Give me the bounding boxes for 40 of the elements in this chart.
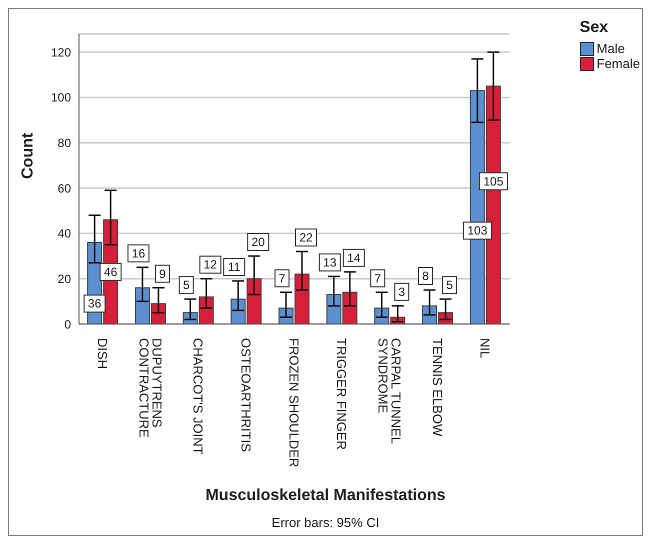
data-label: 103 xyxy=(467,224,488,238)
data-label: 16 xyxy=(132,246,146,260)
x-tick-label: TRIGGER FINGER xyxy=(334,338,350,450)
y-tick-label: 40 xyxy=(58,226,72,241)
x-tick-label: NIL xyxy=(478,338,493,358)
data-label: 105 xyxy=(483,174,504,188)
data-label: 20 xyxy=(251,235,266,250)
data-label: 3 xyxy=(398,284,406,299)
data-label: 5 xyxy=(446,278,454,292)
y-tick-label: 120 xyxy=(50,45,72,60)
legend-title: Sex xyxy=(580,19,610,37)
data-label: 9 xyxy=(159,266,166,281)
x-tick-label: TENNIS ELBOW xyxy=(430,338,445,437)
text: Error bars: 95% CI xyxy=(270,515,380,530)
data-label: 7 xyxy=(278,271,286,286)
y-tick-label: 100 xyxy=(50,90,72,105)
x-tick-label: DUPUYTRENS CONTRACTURE xyxy=(136,338,164,438)
y-tick-label: 60 xyxy=(58,181,72,196)
data-label: 22 xyxy=(299,230,314,244)
data-label: 46 xyxy=(104,264,118,279)
x-tick-label: FROZEN SHOULDER xyxy=(286,338,302,468)
x-tick-label: DISH xyxy=(94,338,110,370)
y-tick-label: 80 xyxy=(58,136,72,150)
x-tick-label: CHARCOT'S JOINT xyxy=(190,338,206,455)
legend-label: Male xyxy=(596,41,626,56)
data-label: 7 xyxy=(374,271,382,286)
data-label: 5 xyxy=(182,278,190,292)
data-label: 14 xyxy=(347,250,361,265)
y-tick-label: 0 xyxy=(64,317,72,332)
legend-label: Female xyxy=(596,56,640,71)
y-axis-title: Count xyxy=(20,132,37,179)
data-label: 36 xyxy=(88,296,102,311)
data-label: 13 xyxy=(323,255,337,270)
data-label: 12 xyxy=(204,258,218,272)
y-tick-label: 20 xyxy=(58,272,72,286)
x-tick-label: CARPAL TUNNEL SYNDROME xyxy=(376,338,404,444)
x-axis-title: Musculoskeletal Manifestations xyxy=(204,487,447,505)
data-label: 8 xyxy=(422,269,430,284)
x-tick-label: OSTEOARTHRITIS xyxy=(238,338,254,452)
data-label: 11 xyxy=(228,260,241,274)
